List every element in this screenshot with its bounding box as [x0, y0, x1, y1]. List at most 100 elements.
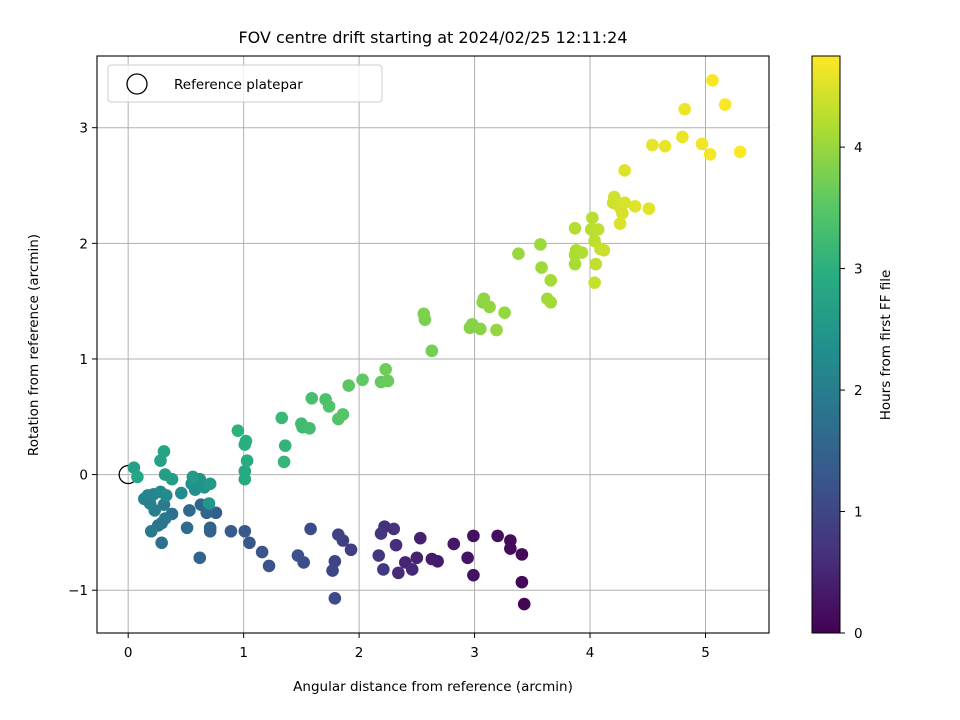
data-point	[607, 190, 621, 204]
colorbar-tick-label: 0	[854, 626, 863, 642]
data-point	[291, 549, 305, 562]
data-point	[238, 472, 252, 486]
data-point	[613, 217, 627, 230]
data-point	[568, 221, 582, 235]
data-point	[410, 551, 424, 565]
data-point	[718, 98, 732, 111]
data-point	[231, 424, 245, 437]
data-point	[174, 486, 188, 500]
data-point	[275, 411, 289, 425]
data-point	[277, 455, 291, 469]
data-point	[425, 552, 439, 566]
data-point	[381, 374, 395, 388]
data-point	[387, 522, 401, 536]
colorbar-tick-label: 3	[854, 262, 863, 278]
data-point	[278, 439, 292, 452]
data-point	[356, 373, 369, 387]
x-axis-label: Angular distance from reference (arcmin)	[293, 679, 573, 695]
x-tick-label: 4	[586, 645, 595, 661]
data-point	[491, 529, 504, 543]
data-point	[389, 538, 403, 552]
data-point	[193, 551, 207, 565]
data-point	[589, 257, 603, 271]
x-tick-label: 5	[701, 645, 710, 661]
data-point	[224, 524, 238, 538]
data-point	[322, 400, 336, 413]
data-point	[646, 138, 659, 152]
data-point	[706, 73, 719, 87]
data-point	[425, 344, 439, 358]
data-point	[377, 563, 390, 576]
data-point	[676, 130, 689, 144]
data-point	[336, 408, 350, 421]
data-point	[159, 489, 173, 502]
data-point	[186, 470, 200, 484]
data-point	[591, 223, 605, 236]
data-point	[515, 548, 529, 561]
data-point	[588, 276, 601, 289]
data-point	[157, 445, 171, 458]
data-point	[405, 563, 419, 576]
colorbar-tick-label: 4	[854, 140, 863, 156]
data-point	[158, 512, 172, 525]
data-point	[618, 196, 631, 210]
data-point	[517, 597, 531, 611]
data-point	[374, 527, 388, 540]
x-tick-label: 0	[124, 645, 133, 661]
legend-box	[107, 64, 383, 103]
data-point	[474, 322, 487, 336]
data-point	[544, 274, 558, 287]
data-point	[379, 363, 392, 376]
data-point	[328, 592, 342, 605]
data-point	[238, 524, 252, 538]
data-point	[255, 545, 269, 559]
data-point	[342, 379, 356, 392]
data-point	[332, 528, 345, 542]
data-point	[597, 243, 611, 257]
data-point	[461, 551, 474, 565]
colorbar: 0 1 2 3 4 Hours from first FF file	[811, 55, 894, 642]
data-point	[202, 497, 216, 510]
x-tick-label: 3	[470, 645, 479, 661]
data-point	[467, 568, 480, 582]
data-point	[575, 246, 589, 259]
data-point	[209, 506, 223, 520]
y-tick-label: 3	[79, 121, 88, 137]
colorbar-tick-label: 1	[854, 505, 863, 521]
data-point	[158, 468, 172, 481]
y-tick-label: 2	[79, 236, 88, 252]
data-point	[695, 137, 709, 151]
x-tick-label: 2	[355, 645, 364, 661]
data-point	[372, 549, 386, 562]
data-point	[618, 164, 631, 177]
legend-marker-icon	[126, 73, 148, 95]
data-point	[155, 536, 168, 550]
data-point	[642, 202, 656, 215]
legend-label: Reference platepar	[174, 77, 303, 93]
data-point	[326, 564, 339, 577]
data-point	[262, 559, 276, 573]
data-point	[239, 434, 253, 448]
data-point	[131, 470, 144, 484]
data-point	[303, 422, 316, 435]
data-point	[392, 566, 405, 580]
y-tick-label: 0	[79, 468, 88, 484]
data-point	[344, 543, 358, 557]
colorbar-ticks: 0 1 2 3 4	[840, 140, 863, 642]
data-point	[568, 257, 582, 271]
data-point	[304, 522, 317, 536]
data-point	[417, 307, 431, 321]
y-tick-label: −1	[68, 583, 88, 599]
data-point	[180, 521, 194, 535]
data-point	[678, 102, 692, 116]
data-point	[703, 147, 717, 161]
legend: Reference platepar	[107, 64, 383, 103]
plot-frame	[96, 55, 770, 634]
data-point	[544, 295, 558, 309]
data-point	[504, 542, 517, 555]
y-axis: −1 0 1 2 3	[68, 121, 97, 599]
data-point	[534, 238, 547, 251]
data-point	[305, 391, 319, 405]
data-point	[413, 531, 427, 545]
